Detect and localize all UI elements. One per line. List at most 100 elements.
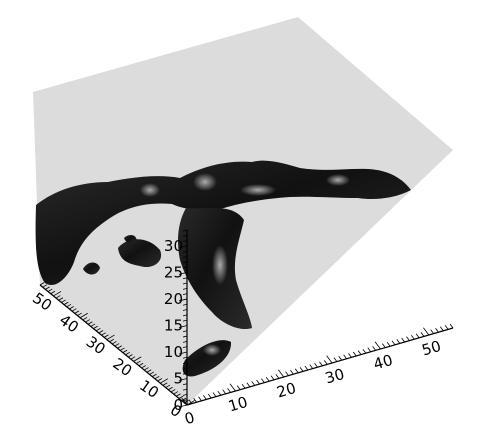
x-tick: [357, 350, 362, 355]
y-tick: [58, 297, 64, 301]
y-tick: [42, 284, 48, 288]
x-tick: [435, 327, 439, 333]
z-tick: [182, 356, 188, 359]
z-tick: [178, 325, 188, 328]
x-tick: [207, 393, 212, 399]
highlight: [212, 245, 228, 285]
z-tick: [182, 240, 188, 242]
x-tick-label: 20: [275, 379, 298, 402]
z-tick: [178, 351, 188, 355]
x-tick: [256, 379, 260, 385]
z-tick: [182, 319, 188, 322]
z-tick-label: 15: [164, 316, 183, 334]
y-tick: [162, 382, 168, 386]
z-tick-label: 20: [164, 290, 183, 308]
x-tick: [372, 346, 376, 351]
highlight: [140, 183, 160, 197]
z-tick: [182, 303, 188, 306]
x-tick: [217, 390, 222, 396]
y-tick: [178, 395, 184, 399]
y-tick: [79, 312, 88, 319]
y-tick: [53, 291, 62, 297]
x-tick: [181, 397, 188, 406]
z-tick: [182, 287, 188, 290]
x-tick: [265, 376, 270, 382]
x-tick: [304, 365, 309, 371]
y-tick: [127, 354, 133, 358]
y-tick: [149, 371, 155, 375]
y-tick: [170, 389, 176, 393]
y-tick: [50, 290, 56, 295]
x-tick: [294, 368, 299, 374]
z-tick: [182, 277, 188, 280]
x-tick: [381, 343, 386, 348]
y-tick: [101, 332, 106, 336]
fragment-b: [83, 262, 100, 275]
z-tick: [182, 346, 188, 349]
x-axis-line: [186, 327, 454, 406]
y-tick: [176, 393, 181, 397]
z-tick: [182, 282, 188, 285]
x-tick: [193, 397, 197, 403]
y-tick: [111, 341, 117, 345]
y-tick: [90, 323, 96, 327]
y-tick: [93, 325, 98, 329]
x-tick: [401, 337, 405, 343]
y-tick: [152, 373, 157, 377]
z-tick-label: 0: [173, 396, 183, 414]
z-tick: [178, 298, 188, 302]
z-ticks: 0 5 10 15 20 25 30: [164, 229, 188, 414]
y-tick: [138, 362, 144, 367]
x-tick: [449, 323, 454, 329]
y-tick: [154, 375, 160, 380]
surface-highlights: [140, 173, 350, 356]
x-tick: [374, 341, 381, 350]
x-tick: [290, 369, 294, 375]
x-tick: [241, 383, 246, 389]
y-tick: [66, 303, 72, 308]
z-tick: [182, 340, 188, 343]
y-tick: [122, 349, 128, 353]
x-tick: [338, 355, 343, 361]
y-tick: [61, 299, 66, 303]
z-tick-label: 10: [164, 343, 183, 361]
y-tick: [146, 369, 152, 373]
x-tick: [444, 325, 449, 330]
z-tick: [182, 383, 188, 386]
y-tick: [125, 351, 130, 356]
y-tick: [141, 365, 147, 369]
x-ticks: 0 10 20 30 40 50: [181, 323, 454, 428]
y-tick: [186, 400, 195, 406]
z-tick: [182, 309, 188, 311]
y-tick: [133, 356, 142, 362]
z-tick: [182, 261, 188, 264]
z-tick: [182, 256, 188, 258]
x-tick: [270, 375, 275, 381]
z-tick: [182, 388, 188, 391]
z-tick: [182, 367, 188, 370]
z-tick: [178, 245, 188, 249]
x-tick: [251, 381, 256, 386]
y-tick: [168, 386, 173, 391]
x-tick: [198, 396, 202, 402]
fragment-a: [118, 239, 162, 268]
y-tick: [55, 295, 61, 299]
y-tick: [82, 317, 88, 321]
highlight: [193, 173, 217, 191]
y-tick: [74, 310, 80, 314]
x-tick: [333, 357, 338, 362]
x-tick-label: 40: [371, 351, 394, 374]
x-tick: [212, 392, 217, 397]
z-tick: [182, 335, 188, 338]
x-tick: [285, 371, 289, 376]
x-tick: [275, 374, 280, 379]
y-tick: [98, 330, 104, 334]
y-tick: [85, 319, 90, 323]
z-tick: [178, 378, 188, 381]
y-tick: [114, 343, 120, 347]
z-tick: [182, 250, 188, 253]
x-tick: [430, 329, 434, 334]
x-tick: [415, 333, 420, 339]
x-tick: [188, 399, 193, 404]
